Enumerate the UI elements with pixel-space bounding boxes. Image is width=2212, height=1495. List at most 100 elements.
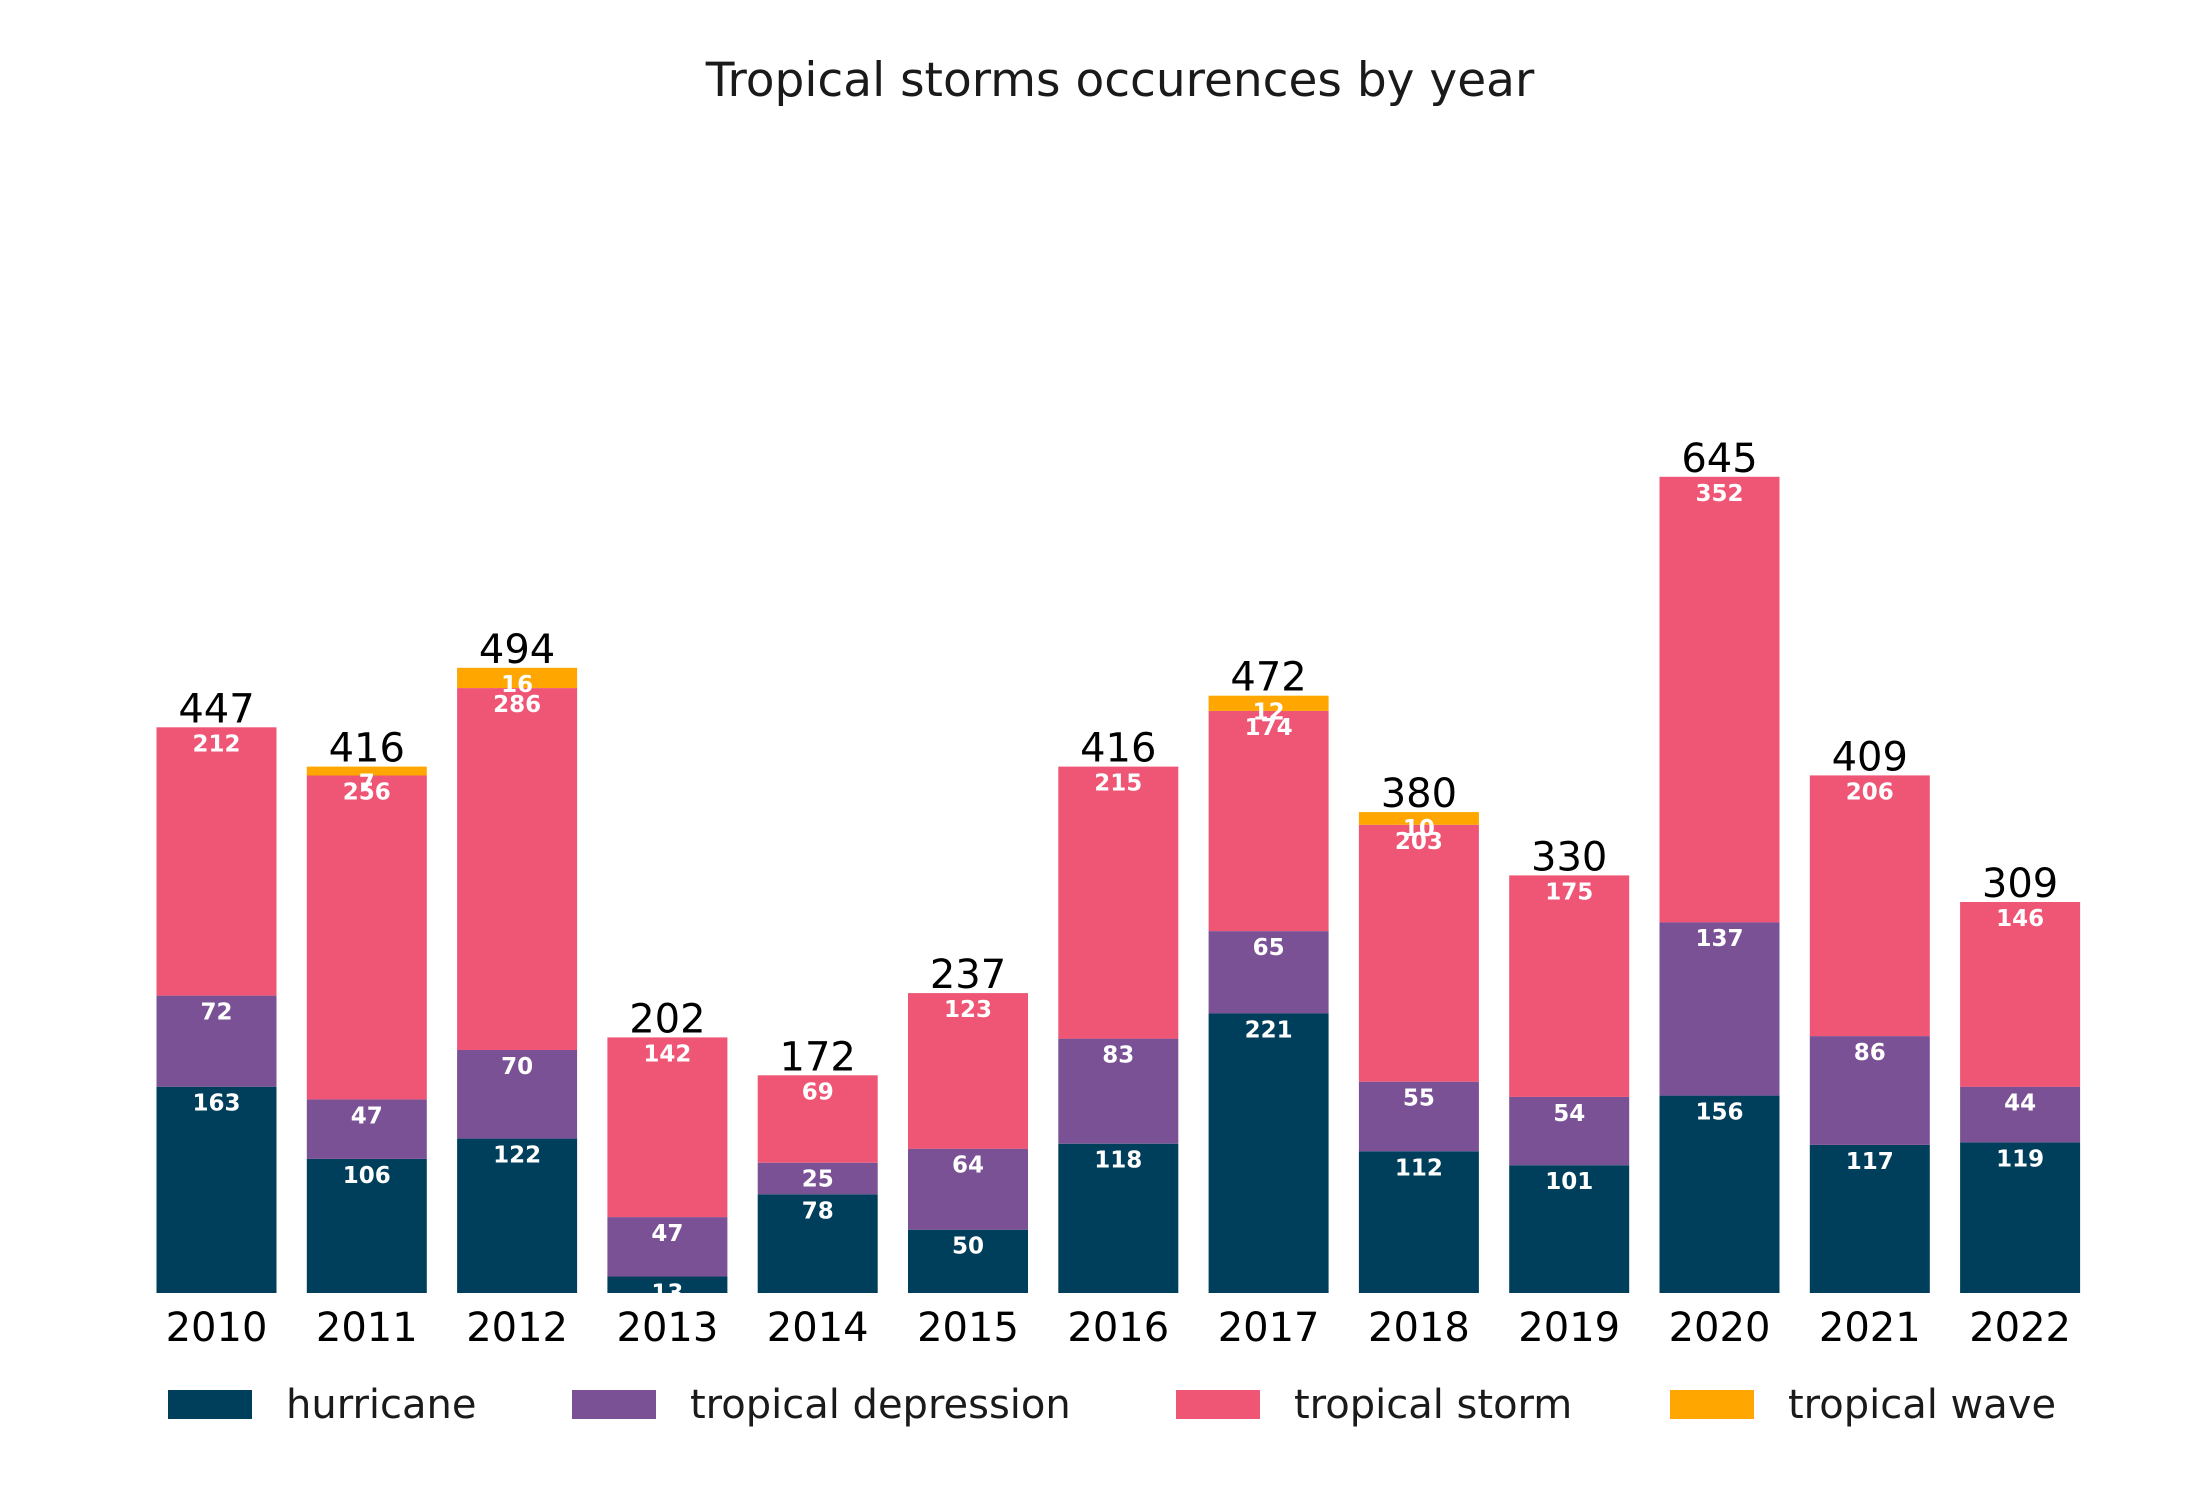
bar-segment-hurricane-2018 xyxy=(1358,1151,1479,1293)
bar-segment-tropical-depression-2021 xyxy=(1809,1036,1930,1145)
segment-value-label: 206 xyxy=(1846,779,1894,805)
bar-segment-tropical-storm-2014 xyxy=(757,1075,878,1163)
total-label: 416 xyxy=(329,726,405,772)
segment-value-label: 156 xyxy=(1695,1100,1743,1126)
bar-segment-tropical-storm-2010 xyxy=(156,727,277,996)
segment-value-label: 106 xyxy=(343,1163,391,1189)
total-label: 447 xyxy=(178,686,254,732)
total-label: 409 xyxy=(1832,734,1908,780)
total-label: 309 xyxy=(1982,861,2058,907)
x-tick-label: 2017 xyxy=(1218,1305,1320,1351)
x-tick-label: 2014 xyxy=(767,1305,869,1351)
bar-segment-hurricane-2011 xyxy=(306,1158,427,1293)
bar-segment-tropical-depression-2020 xyxy=(1659,922,1780,1096)
segment-value-label: 47 xyxy=(351,1103,383,1129)
total-label: 330 xyxy=(1531,834,1607,880)
legend-swatch xyxy=(572,1390,656,1419)
segment-value-label: 65 xyxy=(1253,935,1285,961)
segment-value-label: 78 xyxy=(802,1198,834,1224)
bar-segment-tropical-storm-2022 xyxy=(1960,902,2081,1087)
legend-item-tropical-depression: tropical depression xyxy=(572,1382,1071,1428)
bar-segment-tropical-depression-2018 xyxy=(1358,1081,1479,1152)
x-tick-label: 2019 xyxy=(1518,1305,1620,1351)
segment-value-label: 16 xyxy=(501,672,533,698)
bar-segment-tropical-depression-2011 xyxy=(306,1099,427,1159)
segment-value-label: 215 xyxy=(1094,771,1142,797)
segment-value-label: 72 xyxy=(200,1000,232,1026)
bar-segment-tropical-storm-2017 xyxy=(1208,710,1329,932)
total-label: 494 xyxy=(479,627,555,673)
x-tick-label: 2011 xyxy=(316,1305,418,1351)
x-tick-label: 2015 xyxy=(917,1305,1019,1351)
segment-value-label: 174 xyxy=(1245,715,1293,741)
segment-value-label: 64 xyxy=(952,1153,984,1179)
bar-segment-hurricane-2020 xyxy=(1659,1095,1780,1293)
legend-label: tropical depression xyxy=(690,1382,1071,1428)
x-tick-label: 2018 xyxy=(1368,1305,1470,1351)
total-label: 645 xyxy=(1681,436,1757,482)
bar-segment-tropical-storm-2021 xyxy=(1809,775,1930,1037)
bar-segment-hurricane-2019 xyxy=(1509,1165,1630,1293)
bar-segment-tropical-storm-2016 xyxy=(1058,766,1179,1039)
x-tick-label: 2021 xyxy=(1819,1305,1921,1351)
bar-segment-tropical-depression-2012 xyxy=(457,1050,578,1139)
bar-segment-hurricane-2014 xyxy=(757,1194,878,1293)
legend-label: tropical storm xyxy=(1294,1382,1572,1428)
x-tick-label: 2010 xyxy=(166,1305,268,1351)
segment-value-label: 112 xyxy=(1395,1155,1443,1181)
legend-label: tropical wave xyxy=(1788,1382,2056,1428)
segment-value-label: 352 xyxy=(1695,481,1743,507)
x-tick-label: 2013 xyxy=(617,1305,719,1351)
legend-swatch xyxy=(168,1390,252,1419)
bar-segment-hurricane-2022 xyxy=(1960,1142,2081,1293)
bar-segment-tropical-depression-2022 xyxy=(1960,1086,2081,1143)
segment-value-label: 212 xyxy=(192,731,240,757)
bar-segment-hurricane-2017 xyxy=(1208,1013,1329,1293)
total-label: 472 xyxy=(1230,655,1306,701)
legend-item-tropical-storm: tropical storm xyxy=(1176,1382,1572,1428)
segment-value-label: 256 xyxy=(343,779,391,805)
total-label: 237 xyxy=(930,952,1006,998)
labels-layer: 1637221244710647256741612270286164941347… xyxy=(178,436,2058,1307)
segment-value-label: 83 xyxy=(1102,1043,1134,1069)
segment-value-label: 286 xyxy=(493,692,541,718)
segment-value-label: 118 xyxy=(1094,1148,1142,1174)
legend-swatch xyxy=(1176,1390,1260,1419)
segment-value-label: 142 xyxy=(643,1041,691,1067)
segment-value-label: 12 xyxy=(1253,700,1285,726)
bar-segment-hurricane-2010 xyxy=(156,1086,277,1293)
segment-value-label: 7 xyxy=(359,771,375,797)
total-label: 172 xyxy=(780,1034,856,1080)
total-label: 416 xyxy=(1080,726,1156,772)
segment-value-label: 101 xyxy=(1545,1169,1593,1195)
bar-segment-tropical-depression-2013 xyxy=(607,1217,728,1277)
segment-value-label: 163 xyxy=(192,1091,240,1117)
bar-segment-tropical-depression-2016 xyxy=(1058,1038,1179,1144)
segment-value-label: 25 xyxy=(802,1167,834,1193)
segment-value-label: 13 xyxy=(651,1281,683,1307)
legend-item-tropical-wave: tropical wave xyxy=(1670,1382,2056,1428)
segment-value-label: 86 xyxy=(1854,1040,1886,1066)
bar-segment-tropical-storm-2012 xyxy=(457,688,578,1050)
bar-segment-tropical-depression-2017 xyxy=(1208,931,1329,1014)
x-tick-label: 2016 xyxy=(1067,1305,1169,1351)
legend-swatch xyxy=(1670,1390,1754,1419)
bar-segment-tropical-storm-2011 xyxy=(306,775,427,1100)
bar-segment-hurricane-2013 xyxy=(607,1276,728,1293)
segment-value-label: 70 xyxy=(501,1054,533,1080)
segment-value-label: 119 xyxy=(1996,1146,2044,1172)
bar-segment-hurricane-2016 xyxy=(1058,1143,1179,1293)
x-tick-label: 2012 xyxy=(466,1305,568,1351)
x-axis: 2010 2011 2012 2013 2014 2015 2016 2017 2018 2019… xyxy=(166,1305,2071,1351)
segment-value-label: 203 xyxy=(1395,829,1443,855)
segment-value-label: 55 xyxy=(1403,1086,1435,1112)
bar-segment-tropical-storm-2020 xyxy=(1659,476,1780,923)
bar-segment-tropical-storm-2018 xyxy=(1358,824,1479,1082)
segment-value-label: 10 xyxy=(1403,816,1435,842)
bar-segment-hurricane-2012 xyxy=(457,1138,578,1293)
total-label: 202 xyxy=(629,996,705,1042)
segment-value-label: 54 xyxy=(1553,1101,1585,1127)
segment-value-label: 123 xyxy=(944,997,992,1023)
bar-segment-tropical-wave-2011 xyxy=(306,766,427,776)
bar-segment-tropical-depression-2014 xyxy=(757,1162,878,1195)
